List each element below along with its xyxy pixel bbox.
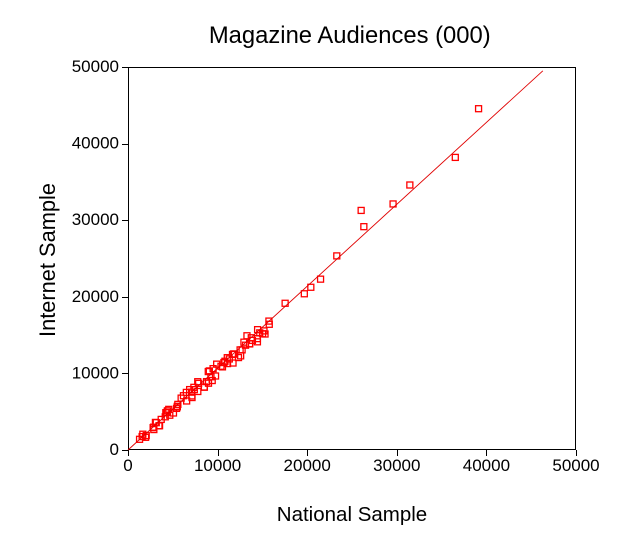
svg-text:0: 0 bbox=[110, 440, 119, 459]
svg-text:10000: 10000 bbox=[72, 363, 119, 382]
svg-text:50000: 50000 bbox=[552, 456, 599, 475]
svg-text:Internet Sample: Internet Sample bbox=[35, 183, 60, 337]
svg-text:Magazine Audiences (000): Magazine Audiences (000) bbox=[209, 22, 491, 49]
svg-text:National Sample: National Sample bbox=[277, 503, 427, 526]
svg-text:0: 0 bbox=[123, 456, 132, 475]
svg-text:40000: 40000 bbox=[463, 456, 510, 475]
svg-text:20000: 20000 bbox=[284, 456, 331, 475]
svg-text:50000: 50000 bbox=[72, 57, 119, 76]
svg-text:40000: 40000 bbox=[72, 134, 119, 153]
svg-text:30000: 30000 bbox=[373, 456, 420, 475]
svg-text:20000: 20000 bbox=[72, 287, 119, 306]
svg-text:10000: 10000 bbox=[194, 456, 241, 475]
svg-text:30000: 30000 bbox=[72, 210, 119, 229]
